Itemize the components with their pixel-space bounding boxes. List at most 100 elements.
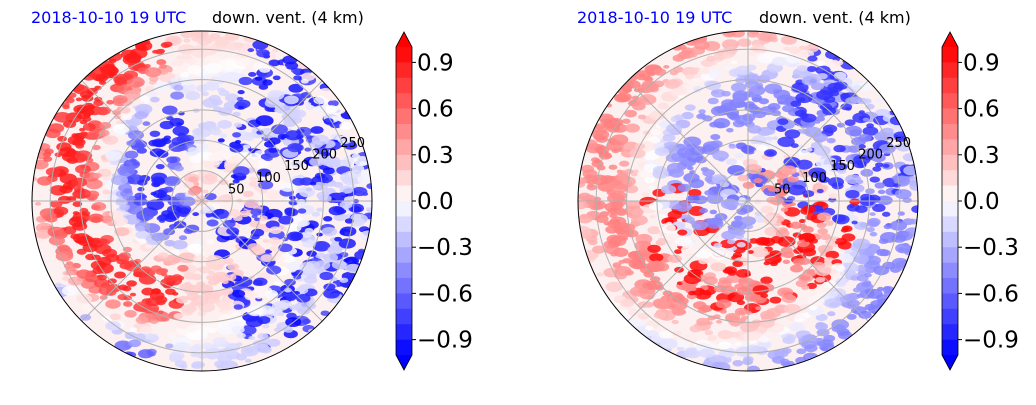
field-cell xyxy=(86,104,94,110)
field-cell xyxy=(258,180,274,190)
field-cell xyxy=(290,216,303,224)
field-cell xyxy=(664,79,681,89)
field-cell xyxy=(672,330,682,336)
field-cell xyxy=(780,165,797,176)
colorbar-band xyxy=(942,77,958,94)
field-cell xyxy=(123,89,141,100)
field-cell xyxy=(179,364,188,369)
polar-frame xyxy=(577,30,919,372)
field-cell xyxy=(783,46,790,51)
field-cell xyxy=(653,68,667,76)
field-cell xyxy=(156,193,165,198)
field-cell xyxy=(205,260,218,269)
field-cell xyxy=(608,164,618,170)
field-cell xyxy=(833,144,846,153)
field-cell xyxy=(610,201,624,210)
cb-tick-4: −0.3 xyxy=(963,235,1019,261)
field-cell xyxy=(609,213,618,219)
colorbar-band xyxy=(396,170,412,186)
field-cell xyxy=(312,181,328,191)
field-cell xyxy=(795,313,804,319)
field-cell xyxy=(209,153,222,162)
polar-frame xyxy=(31,30,373,372)
field-cell xyxy=(246,306,264,317)
field-cell xyxy=(361,192,369,196)
field-cell xyxy=(221,279,229,285)
field-cell xyxy=(702,169,715,177)
field-cell xyxy=(185,91,201,101)
field-cell xyxy=(717,329,734,340)
field-cell xyxy=(166,115,174,121)
field-cell xyxy=(838,253,855,264)
field-cell xyxy=(232,111,241,117)
field-cell xyxy=(720,347,737,358)
field-cell xyxy=(882,163,890,168)
field-cell xyxy=(268,237,281,245)
field-cell xyxy=(835,278,847,285)
field-cell xyxy=(75,164,91,174)
cb-tick-0: 0.9 xyxy=(417,50,454,76)
field-cell xyxy=(289,304,300,311)
r-tick-100: 100 xyxy=(256,171,281,186)
field-cell xyxy=(681,111,694,120)
field-cell xyxy=(769,250,782,258)
field-cell xyxy=(295,293,311,303)
field-cell xyxy=(146,199,165,211)
cb-tick-1: 0.6 xyxy=(417,97,454,123)
field-cell xyxy=(322,151,330,156)
field-cell xyxy=(881,211,891,217)
field-cell xyxy=(83,191,91,196)
field-cell xyxy=(638,94,657,105)
field-cell xyxy=(134,111,148,120)
field-cell xyxy=(196,36,213,46)
field-cell xyxy=(578,225,591,237)
field-cell xyxy=(247,48,255,53)
field-cell xyxy=(864,272,872,278)
field-cell xyxy=(234,56,251,67)
field-cell xyxy=(707,335,718,342)
colorbar-extend-min xyxy=(942,355,958,370)
field-cell xyxy=(873,265,890,276)
field-cell xyxy=(98,285,116,296)
field-cell xyxy=(866,123,875,128)
field-cell xyxy=(137,238,147,244)
field-cell xyxy=(206,55,222,65)
field-cell xyxy=(43,156,53,162)
field-cell xyxy=(274,327,282,332)
field-cell xyxy=(249,176,258,182)
cb-tick-2: 0.3 xyxy=(963,143,1000,169)
field-cell xyxy=(248,71,257,77)
field-cell xyxy=(242,144,251,149)
colorbar-band xyxy=(942,262,958,279)
field-cell xyxy=(710,133,721,141)
field-cell xyxy=(49,200,63,208)
field-cell xyxy=(742,181,755,189)
colorbar-band xyxy=(396,93,412,109)
field-cell xyxy=(800,207,814,215)
field-cell xyxy=(720,198,739,210)
field-cell xyxy=(736,286,752,296)
field-cell xyxy=(710,262,726,272)
field-cell xyxy=(863,280,872,286)
field-cell xyxy=(190,352,200,358)
field-cell xyxy=(271,124,288,135)
field-cell xyxy=(202,97,220,108)
field-cell xyxy=(199,266,211,274)
colorbar-ticks: 0.9 0.6 0.3 0.0 −0.3 −0.6 −0.9 xyxy=(417,50,473,353)
field-cell xyxy=(169,351,185,361)
field-cell xyxy=(805,147,813,152)
field-cell xyxy=(276,256,286,262)
field-cell xyxy=(260,254,274,262)
field-cell xyxy=(595,214,609,223)
field-cell xyxy=(862,98,872,104)
field-cell xyxy=(187,146,199,154)
field-cell xyxy=(74,150,93,161)
field-cell xyxy=(640,234,650,240)
polar-grid xyxy=(31,30,373,372)
grid-spoke xyxy=(81,200,203,322)
field-cell xyxy=(667,254,682,264)
field-cell xyxy=(872,203,886,213)
field-cell xyxy=(883,286,891,291)
field-cell xyxy=(827,82,844,93)
field-cell xyxy=(666,162,685,174)
